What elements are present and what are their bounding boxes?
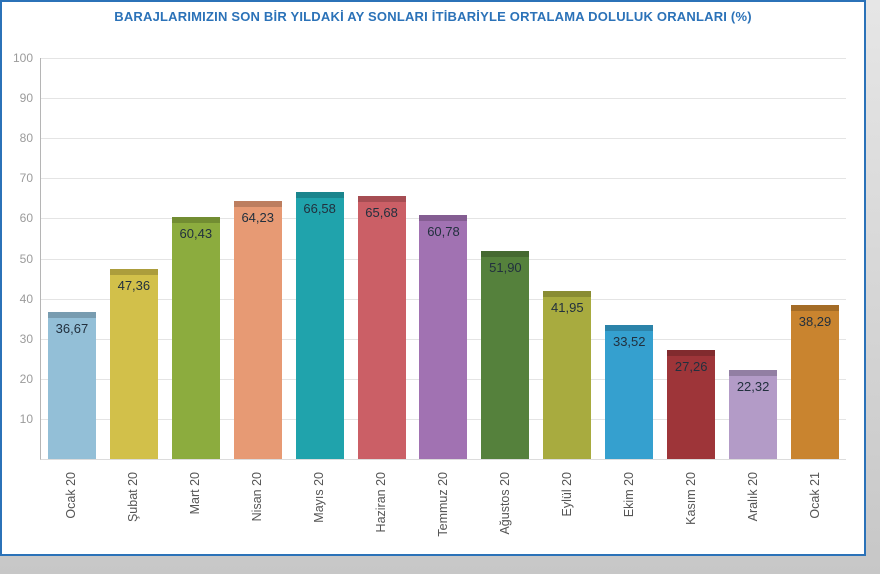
bar-slot: 41,95 (536, 58, 598, 459)
bar: 22,32 (729, 369, 778, 459)
x-label-slot: Eylül 20 (536, 462, 598, 562)
bar-value-label: 60,43 (179, 225, 213, 241)
x-labels: Ocak 20 Şubat 20 Mart 20 Nisan 20 Mayıs 20 Ha… (40, 462, 846, 562)
x-tick-label: Mayıs 20 (312, 472, 326, 523)
x-tick-label: Mart 20 (188, 472, 202, 515)
bar-slot: 38,29 (784, 58, 846, 459)
bar: 65,68 (357, 195, 406, 459)
x-label-slot: Aralık 20 (722, 462, 784, 562)
chart-title: BARAJLARIMIZIN SON BİR YILDAKİ AY SONLAR… (114, 9, 752, 24)
x-tick-label: Ağustos 20 (498, 472, 512, 535)
bar-value-label: 47,36 (117, 278, 151, 294)
bar: 36,67 (47, 311, 96, 459)
bar-slot: 64,23 (227, 58, 289, 459)
bar: 51,90 (481, 250, 530, 459)
bar: 60,43 (171, 216, 220, 459)
bar-slot: 65,68 (351, 58, 413, 459)
y-tick-label: 50 (19, 251, 33, 266)
x-tick-label: Eylül 20 (560, 472, 574, 517)
bar-slot: 60,78 (413, 58, 475, 459)
x-tick-label: Ocak 21 (808, 472, 822, 519)
x-tick-label: Ocak 20 (64, 472, 78, 519)
x-label-slot: Mart 20 (164, 462, 226, 562)
x-label-slot: Mayıs 20 (288, 462, 350, 562)
gridline (41, 98, 846, 100)
bar: 66,58 (295, 192, 344, 459)
bar-value-label: 41,95 (551, 299, 584, 315)
bars: 36,67 47,36 60,43 64,23 66,58 65,68 60,78 51,90… (41, 58, 846, 459)
bar-slot: 33,52 (598, 58, 660, 459)
y-tick-label: 10 (19, 411, 33, 426)
bar-value-label: 60,78 (427, 224, 460, 240)
bar-value-label: 51,90 (489, 259, 522, 275)
y-tick-label: 60 (19, 211, 33, 226)
chart-box: BARAJLARIMIZIN SON BİR YILDAKİ AY SONLAR… (0, 0, 866, 556)
bar-value-label: 64,23 (241, 210, 274, 226)
x-tick-label: Şubat 20 (126, 472, 140, 523)
plot-area: 36,67 47,36 60,43 64,23 66,58 65,68 60,78 51,90… (13, 51, 846, 460)
y-tick-label: 80 (19, 131, 33, 146)
bar-slot: 47,36 (103, 58, 165, 459)
bar-value-label: 38,29 (798, 314, 832, 330)
y-tick-label: 20 (19, 371, 33, 386)
x-label-slot: Şubat 20 (102, 462, 164, 562)
x-label-slot: Ağustos 20 (474, 462, 536, 562)
bar-value-label: 33,52 (612, 333, 646, 349)
bar-value-label: 65,68 (365, 204, 398, 220)
bar: 60,78 (419, 215, 468, 459)
x-tick-label: Kasım 20 (684, 472, 698, 525)
bar: 33,52 (605, 324, 654, 459)
bar-value-label: 36,67 (55, 320, 89, 336)
y-tick-label: 90 (19, 91, 33, 106)
y-tick-label: 100 (12, 51, 33, 65)
bar-slot: 60,43 (165, 58, 227, 459)
x-tick-label: Ekim 20 (622, 472, 636, 518)
x-label-slot: Ocak 21 (784, 462, 846, 562)
bar: 47,36 (109, 269, 158, 459)
x-label-slot: Nisan 20 (226, 462, 288, 562)
bar-value-label: 66,58 (303, 201, 336, 217)
bar: 64,23 (233, 201, 282, 459)
bar-slot: 22,32 (722, 58, 784, 459)
x-label-slot: Ekim 20 (598, 462, 660, 562)
bar: 38,29 (791, 305, 840, 459)
x-label-slot: Ocak 20 (40, 462, 102, 562)
gridline (41, 138, 846, 140)
bar-slot: 66,58 (289, 58, 351, 459)
x-label-slot: Temmuz 20 (412, 462, 474, 562)
gridline (41, 178, 846, 180)
bar-slot: 36,67 (41, 58, 103, 459)
y-tick-label: 30 (19, 331, 33, 346)
x-tick-label: Haziran 20 (374, 472, 388, 533)
x-tick-label: Nisan 20 (250, 472, 264, 522)
y-tick-label: 40 (19, 291, 33, 306)
bar-slot: 51,90 (474, 58, 536, 459)
gridline (41, 58, 846, 59)
bar-value-label: 27,26 (674, 358, 708, 374)
x-label-slot: Haziran 20 (350, 462, 412, 562)
bar-value-label: 22,32 (736, 378, 770, 394)
bar: 27,26 (667, 349, 716, 459)
y-tick-label: 70 (19, 171, 33, 186)
x-tick-label: Temmuz 20 (436, 472, 450, 537)
x-tick-label: Aralık 20 (746, 472, 760, 522)
x-label-slot: Kasım 20 (660, 462, 722, 562)
bar: 41,95 (543, 290, 592, 459)
bar-slot: 27,26 (660, 58, 722, 459)
